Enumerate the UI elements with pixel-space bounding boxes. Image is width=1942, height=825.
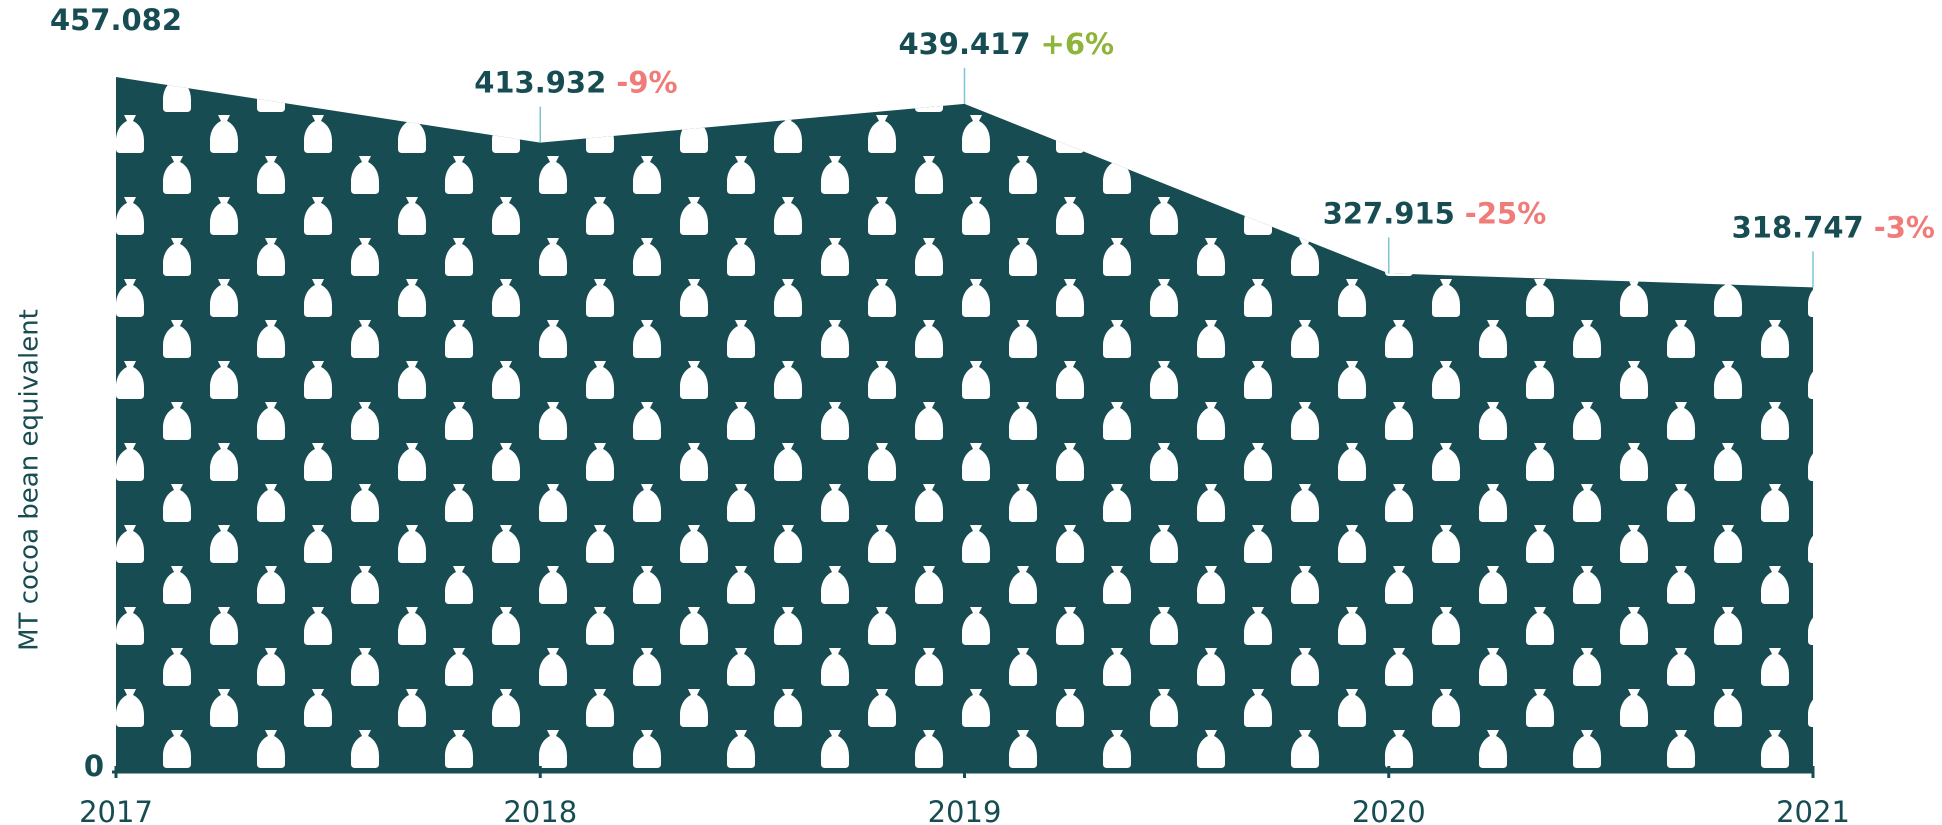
change-label: -25%	[1465, 196, 1546, 230]
change-label: -9%	[616, 66, 677, 100]
area-pattern	[116, 77, 1813, 772]
y-tick-label: 0	[84, 749, 104, 783]
change-label: +6%	[1041, 27, 1115, 61]
value-label: 327.915	[1323, 196, 1455, 230]
value-label: 439.417	[898, 27, 1030, 61]
x-tick-label: 2021	[1776, 795, 1850, 825]
x-tick-label: 2017	[79, 795, 153, 825]
value-label: 318.747	[1732, 210, 1864, 244]
x-tick-label: 2019	[928, 795, 1002, 825]
x-tick-label: 2018	[503, 795, 577, 825]
value-label: 413.932	[474, 66, 606, 100]
value-label: 457.082	[50, 3, 182, 37]
x-tick-label: 2020	[1352, 795, 1426, 825]
y-axis-label: MT cocoa bean equivalent	[15, 309, 45, 651]
change-label: -3%	[1874, 210, 1935, 244]
